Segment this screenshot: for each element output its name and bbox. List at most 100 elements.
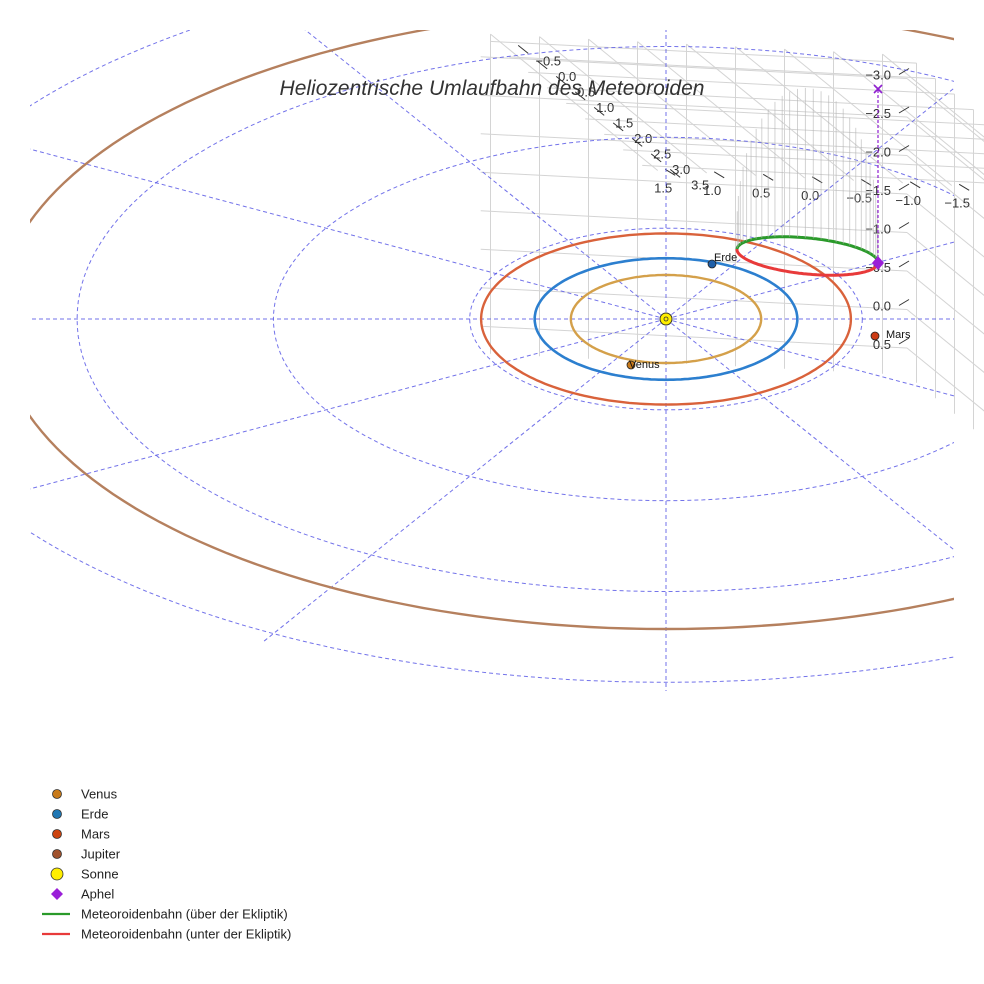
legend-label: Meteoroidenbahn (unter der Ekliptik) [81,927,291,942]
grid-line [547,87,974,111]
y-tick-mark [574,91,586,101]
x-tick-label: −1.5 [944,195,970,210]
planet-marker-venus [626,360,636,370]
grid-line [480,325,908,349]
z-tick-mark [898,106,910,114]
z-tick-mark [898,337,910,345]
orbit-mars [479,232,853,406]
x-tick-mark [664,168,676,176]
plot-area: Venus Erde Mars [30,30,954,691]
grid-line [906,193,984,258]
aphel-projection-marker [873,84,883,94]
grid-line [906,347,984,412]
y-tick-mark [650,153,662,163]
grid-line [906,155,984,219]
y-tick-label: 1.5 [615,115,633,130]
x-tick-label: 1.0 [703,183,721,198]
grid-line [585,118,984,140]
y-tick-label: 3.5 [691,177,709,192]
z-tick-mark [898,260,910,268]
orbit-venus [569,273,763,365]
grid-line [566,102,984,126]
orbit-erde [533,256,799,382]
legend-label: Sonne [81,867,119,882]
radial-line [263,318,667,642]
x-tick-mark [811,176,823,184]
x-tick-label: 0.5 [752,185,770,200]
y-tick-label: −0.5 [535,53,561,68]
aphel-marker [872,256,884,270]
x-tick-mark [713,171,725,179]
x-tick-label: −1.0 [895,193,921,208]
x-tick-label: 0.0 [801,188,819,203]
grid-line [509,56,936,80]
radial-line [665,318,954,397]
y-tick-label: 1.0 [596,100,614,115]
y-tick-label: 2.0 [634,131,652,146]
z-tick-mark [898,222,910,229]
legend-label: Aphel [81,887,114,902]
legend-label: Erde [81,807,108,822]
sun-core [663,316,669,322]
z-tick-label: 0.5 [873,337,891,352]
meteoroid-orbit-below [735,249,880,277]
legend-symbol [52,789,62,799]
y-tick-label: 3.0 [672,162,690,177]
planet-label-venus: Venus [629,359,660,371]
planet-label-mars: Mars [886,329,911,341]
z-tick-mark [898,145,910,152]
y-tick-mark [555,76,567,85]
reference-circle [469,227,863,411]
y-tick-mark [593,107,605,116]
grid-line [480,56,908,79]
chart-title: Heliozentrische Umlaufbahn des Meteoroid… [280,77,705,100]
legend-symbol [52,849,62,859]
axes-grid [480,33,984,430]
grid-line [906,309,984,373]
x-tick-mark [958,183,970,191]
z-tick-label: 0.0 [873,299,891,314]
x-tick-mark [909,181,921,189]
y-tick-mark [612,122,624,132]
legend-label: Venus [81,787,118,802]
grid-line [906,116,984,181]
y-tick-label: 0.5 [577,84,595,99]
legend-symbol [51,888,63,900]
radial-line [665,241,954,320]
y-tick-label: 2.5 [653,146,671,161]
z-tick-label: −2.5 [865,106,891,121]
z-tick-mark [898,299,910,306]
x-tick-label: −0.5 [846,190,872,205]
radial-line [665,87,954,320]
sun-marker [659,312,673,326]
z-tick-label: −3.0 [865,68,891,83]
legend-label: Mars [81,827,110,842]
planet-marker-mars [870,331,880,341]
grid-line [480,287,908,310]
y-tick-mark [631,138,643,147]
y-tick-mark [517,45,529,54]
grid-line [528,71,955,95]
legend-label: Jupiter [81,847,121,862]
grid-line [906,78,984,142]
legend-label: Meteoroidenbahn (über der Ekliptik) [81,907,288,922]
planet-label-erde: Erde [714,252,737,264]
grid-line [604,133,984,155]
grid-line [906,270,984,335]
legend-symbol [50,867,64,881]
radial-line [30,148,667,320]
legend: Venus Erde Mars Jupiter Sonne Aphel Meteoroide… [42,787,291,942]
x-tick-label: 1.5 [654,180,672,195]
y-tick-mark [669,169,681,178]
radial-line [665,318,954,551]
planet-marker-erde [707,259,717,269]
legend-symbol [52,809,62,819]
grid-line [906,232,984,296]
z-tick-mark [898,68,910,75]
y-tick-label: 0.0 [558,69,576,84]
grid-line [642,164,984,184]
radial-line [30,318,667,490]
y-tick-mark [536,60,548,70]
z-tick-mark [898,183,910,191]
